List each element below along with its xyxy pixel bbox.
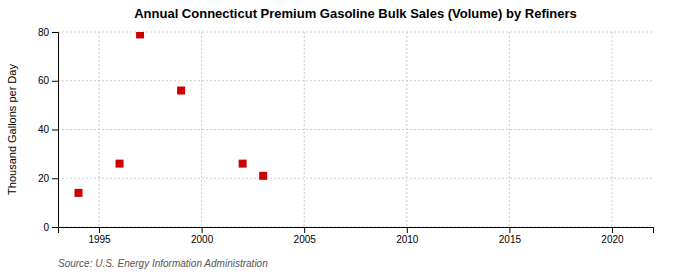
grid-line-x [201, 32, 202, 227]
point [116, 160, 124, 168]
tick: 40 [38, 124, 58, 135]
x-axis: 1995 2000 2005 2010 2015 2020 [59, 227, 654, 245]
grid-line-y [58, 32, 653, 33]
tick-mark [202, 227, 203, 233]
chart-svg: 1995 2000 2005 2010 2015 2020 0 20 40 60 80 Annual … [0, 0, 675, 275]
tick-mark [612, 227, 613, 233]
tick: 2020 [601, 227, 624, 245]
tick-mark [52, 227, 58, 228]
y-axis-label: Thousand Gallons per Day [6, 64, 18, 195]
tick: 0 [43, 222, 58, 233]
tick-label: 2015 [499, 234, 522, 245]
tick-mark [52, 130, 58, 131]
tick: 2010 [396, 227, 419, 245]
grid-line-y [58, 129, 653, 130]
tick-label: 2020 [601, 234, 624, 245]
point [259, 172, 267, 180]
tick: 20 [38, 173, 58, 184]
tick: 2005 [294, 227, 317, 245]
tick-label: 2005 [294, 234, 317, 245]
tick-mark [407, 227, 408, 233]
point [239, 160, 247, 168]
tick-label: 60 [38, 75, 50, 86]
tick-mark [52, 81, 58, 82]
axis-line [52, 33, 59, 228]
tick-label: 2010 [396, 234, 419, 245]
tick-label: 0 [43, 222, 49, 233]
tick-mark [509, 227, 510, 233]
grid [58, 32, 653, 227]
tick: 2000 [191, 227, 214, 245]
tick: 80 [38, 27, 58, 38]
grid-line-x [509, 32, 510, 227]
axis-line [59, 228, 654, 234]
tick-label: 40 [38, 124, 50, 135]
tick-label: 2000 [191, 234, 214, 245]
grid-line-y [58, 80, 653, 81]
y-axis: 0 20 40 60 80 [38, 27, 59, 233]
point [177, 87, 185, 95]
tick: 60 [38, 75, 58, 86]
tick-label: 1995 [88, 234, 111, 245]
tick-mark [52, 32, 58, 33]
tick-label: 20 [38, 173, 50, 184]
points [75, 32, 268, 197]
point [75, 189, 83, 197]
grid-line-y [58, 178, 653, 179]
tick-label: 80 [38, 27, 50, 38]
tick-mark [304, 227, 305, 233]
point [136, 32, 144, 38]
tick-mark [52, 178, 58, 179]
tick: 1995 [88, 227, 111, 245]
tick: 2015 [499, 227, 522, 245]
tick-mark [99, 227, 100, 233]
chart-container: 1995 2000 2005 2010 2015 2020 0 20 40 60 80 Annual … [0, 0, 675, 275]
plot-area: 1995 2000 2005 2010 2015 2020 0 20 40 60 80 [38, 27, 654, 245]
annotation: Source: U.S. Energy Information Administ… [58, 258, 268, 269]
title: Annual Connecticut Premium Gasoline Bulk… [134, 6, 577, 21]
